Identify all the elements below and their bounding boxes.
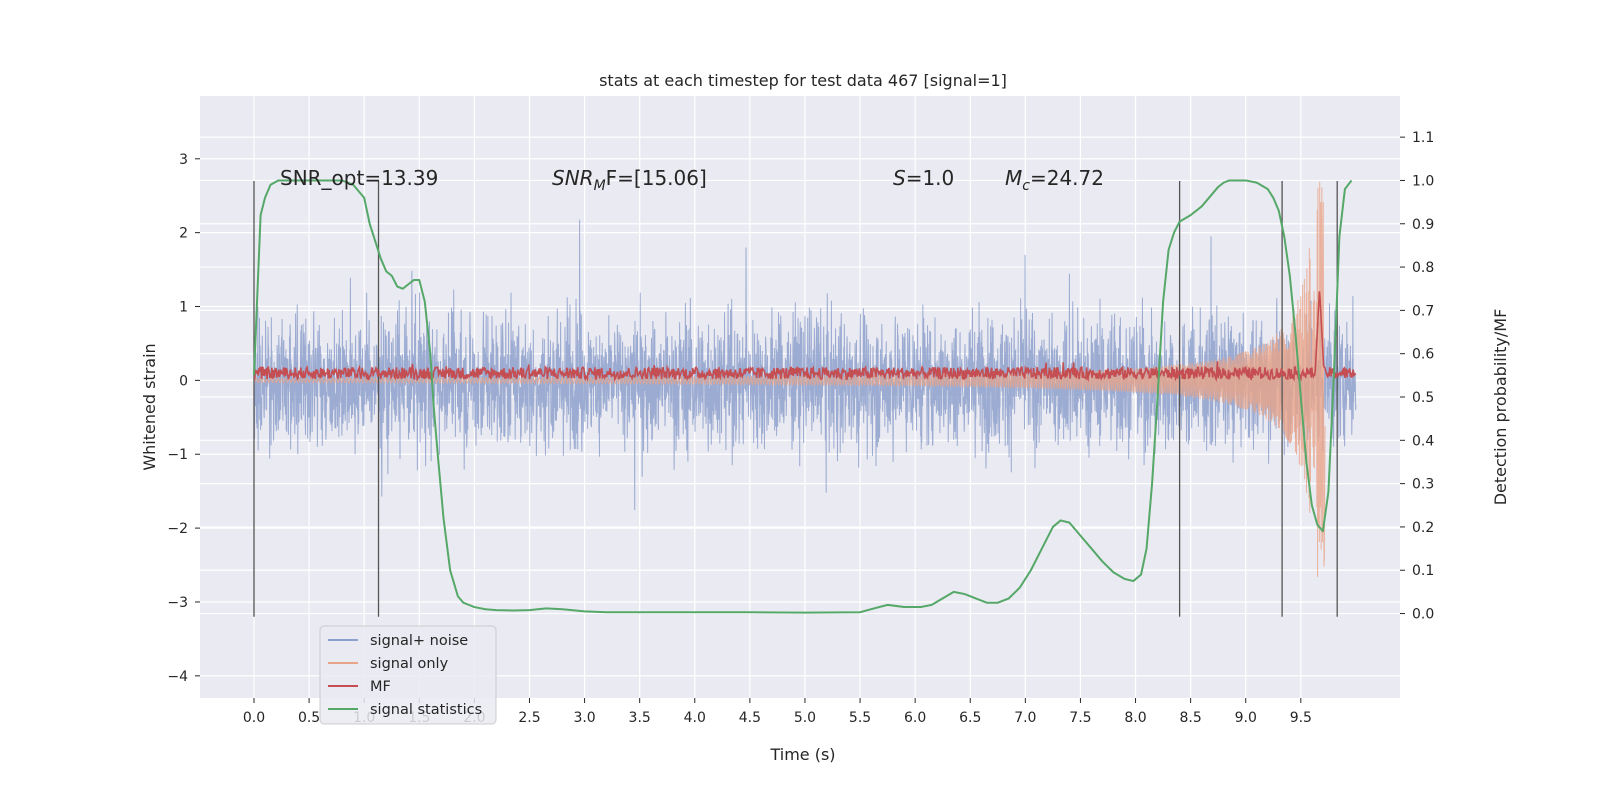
y-right-tick-label: 0.0	[1412, 607, 1434, 623]
annotation-s-label: S	[893, 166, 906, 190]
y-axis-right-label: Detection probability/MF	[1491, 309, 1510, 506]
signal-noise-line	[253, 219, 1357, 511]
x-tick-label: 9.0	[1235, 710, 1257, 726]
annotation-mc-value: =24.72	[1030, 166, 1104, 190]
series-signal-noise	[253, 219, 1357, 511]
y-left-tick-label: 0	[179, 373, 188, 389]
legend-label-signal-only: signal only	[370, 656, 449, 672]
annotation-snr-mf-sub: M	[594, 178, 606, 194]
y-right-tick-label: 0.5	[1412, 390, 1434, 406]
y-left-tick-label: −4	[167, 669, 188, 685]
y-right-tick-label: 0.4	[1412, 433, 1434, 449]
annotation-s-value: =1.0	[906, 166, 955, 190]
y-left-tick-label: −3	[167, 595, 188, 611]
y-axis-right-ticks: 0.0 0.1 0.2 0.3 0.4 0.5 0.6 0.7 0.8 0.9 1.0 1.1	[1400, 130, 1434, 623]
x-tick-label: 6.5	[959, 710, 981, 726]
annotation-mc: Mc=24.72	[1005, 166, 1104, 194]
x-tick-label: 0.5	[298, 710, 320, 726]
legend: signal+ noise signal only MF signal stat…	[319, 625, 497, 725]
legend-box	[319, 625, 497, 725]
legend-label-signal-statistics: signal statistics	[370, 702, 482, 718]
annotation-snr-mf-tail: F=[15.06]	[606, 166, 707, 190]
x-tick-label: 6.0	[904, 710, 926, 726]
y-right-tick-label: 0.7	[1412, 303, 1434, 319]
annotation-mc-base: M	[1005, 166, 1022, 190]
series-signal-statistics	[252, 179, 1353, 614]
annotation-s: S=1.0	[893, 166, 954, 190]
mf-line	[253, 291, 1357, 383]
x-tick-label: 7.0	[1014, 710, 1036, 726]
y-left-tick-label: 2	[179, 226, 188, 242]
x-tick-label: 2.5	[518, 710, 540, 726]
x-tick-label: 3.5	[629, 710, 651, 726]
y-right-tick-label: 0.3	[1412, 477, 1434, 493]
y-right-tick-label: 0.6	[1412, 347, 1434, 363]
x-tick-label: 8.0	[1124, 710, 1146, 726]
y-right-tick-label: 1.1	[1412, 130, 1434, 146]
x-tick-label: 0.0	[243, 710, 265, 726]
x-tick-label: 5.5	[849, 710, 871, 726]
y-right-tick-label: 0.9	[1412, 217, 1434, 233]
x-tick-label: 4.0	[684, 710, 706, 726]
y-left-tick-label: −2	[167, 521, 188, 537]
annotation-mc-sub: c	[1022, 178, 1030, 194]
y-axis-left-label: Whitened strain	[140, 343, 159, 470]
x-tick-label: 4.5	[739, 710, 761, 726]
x-axis-label: Time (s)	[769, 745, 835, 764]
x-tick-label: 8.5	[1180, 710, 1202, 726]
chart-title: stats at each timestep for test data 467…	[599, 71, 1007, 90]
annotation-snr-mf-base: SNR	[552, 166, 594, 190]
annotation-snr-mf: SNRMF=[15.06]	[552, 166, 707, 194]
y-left-tick-label: 1	[179, 300, 188, 316]
y-axis-left-ticks: −4 −3 −2 −1 0 1 2 3	[167, 152, 200, 685]
signal-statistics-line	[252, 179, 1353, 614]
x-tick-label: 5.0	[794, 710, 816, 726]
legend-label-signal-noise: signal+ noise	[370, 633, 468, 649]
y-right-tick-label: 0.2	[1412, 520, 1434, 536]
annotation-snr-opt: SNR_opt=13.39	[280, 166, 438, 190]
y-left-tick-label: −1	[167, 447, 188, 463]
series-mf	[253, 291, 1357, 383]
legend-label-mf: MF	[370, 679, 391, 695]
y-right-tick-label: 1.0	[1412, 173, 1434, 189]
x-tick-label: 7.5	[1069, 710, 1091, 726]
y-right-tick-label: 0.1	[1412, 563, 1434, 579]
x-tick-label: 9.5	[1290, 710, 1312, 726]
x-tick-label: 3.0	[573, 710, 595, 726]
y-right-tick-label: 0.8	[1412, 260, 1434, 276]
y-left-tick-label: 3	[179, 152, 188, 168]
